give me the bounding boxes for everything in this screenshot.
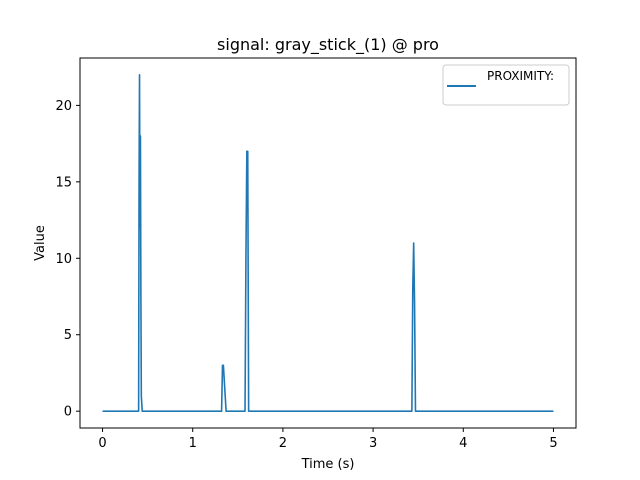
x-tick-label: 3 — [369, 436, 377, 451]
series-line-0 — [102, 74, 554, 412]
chart-title: signal: gray_stick_(1) @ pro — [217, 35, 439, 55]
y-tick-label: 5 — [64, 328, 72, 343]
x-tick-label: 5 — [549, 436, 557, 451]
y-axis: 0 5 10 15 20 — [55, 99, 80, 420]
x-tick-label: 4 — [459, 436, 467, 451]
plot-frame — [79, 57, 577, 429]
x-axis-title: Time (s) — [301, 457, 355, 472]
x-tick-label: 0 — [98, 436, 106, 451]
legend-box — [442, 64, 570, 106]
legend-label-proximity: PROXIMITY: — [487, 69, 554, 83]
legend: PROXIMITY: — [442, 64, 570, 106]
series-group — [102, 74, 554, 412]
y-tick-label: 10 — [55, 252, 72, 267]
y-tick-label: 20 — [55, 99, 72, 114]
x-tick-label: 1 — [189, 436, 197, 451]
y-tick-label: 15 — [55, 175, 72, 190]
y-tick-label: 0 — [64, 405, 72, 420]
y-axis-title: Value — [33, 225, 48, 261]
x-tick-label: 2 — [279, 436, 287, 451]
plot-area: 0 1 2 3 4 5 0 5 10 15 20 — [55, 57, 577, 451]
x-axis: 0 1 2 3 4 5 — [98, 428, 558, 451]
